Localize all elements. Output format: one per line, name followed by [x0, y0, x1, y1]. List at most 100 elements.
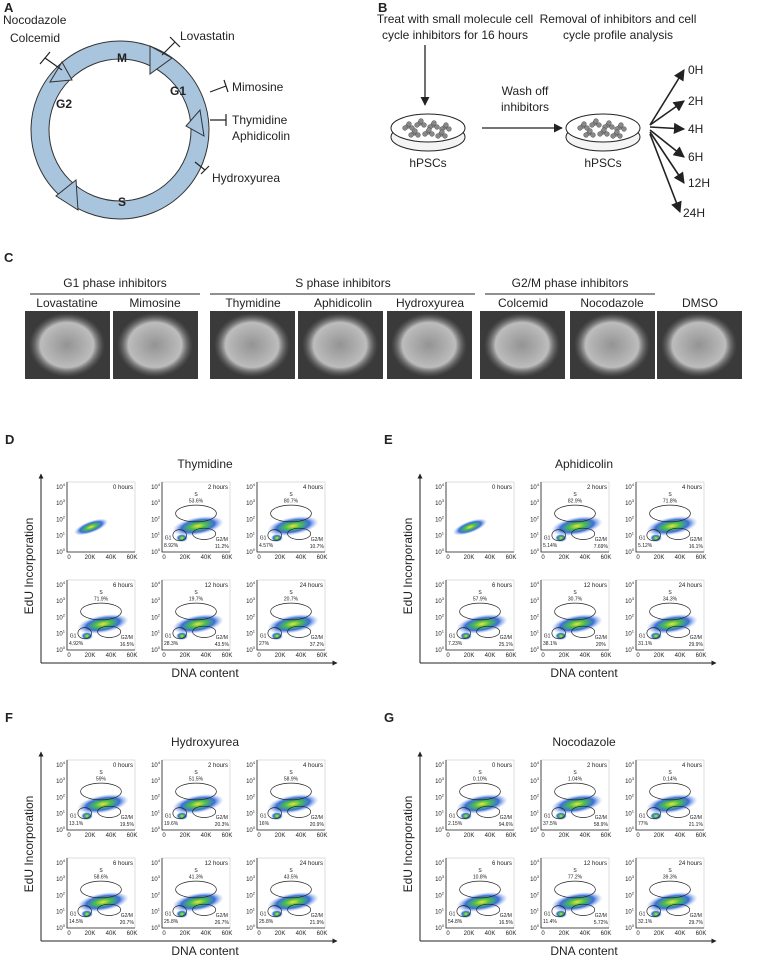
y-tick-label: 103 [530, 596, 540, 605]
drug-label: Hydroxyurea [396, 296, 464, 310]
cell-cloud [646, 614, 698, 634]
tick-exponent: 2 [632, 792, 635, 797]
gate-name: G1 [165, 813, 172, 819]
colony [484, 313, 560, 377]
time-label: 4 hours [303, 763, 323, 769]
inhibitor-label: Nocodazole [3, 13, 67, 27]
y-tick-label: 101 [530, 629, 540, 638]
gate-value: 77% [638, 821, 649, 827]
cell [610, 133, 616, 139]
y-tick-label: 100 [625, 547, 635, 556]
time-label: 4 hours [682, 763, 702, 769]
gate [649, 602, 691, 621]
y-tick-label: 101 [246, 531, 256, 540]
gate-name: G2/M [595, 537, 607, 543]
gate [80, 602, 122, 621]
y-tick-label: 102 [151, 890, 161, 899]
tick-exponent: 1 [537, 531, 540, 536]
tick-base: 10 [530, 485, 537, 491]
tick-exponent: 3 [253, 498, 256, 503]
plot-axes [66, 858, 135, 929]
cell [596, 122, 602, 128]
cell-cloud [555, 534, 567, 542]
y-tick-label: 100 [56, 547, 66, 556]
gate-value: 57.9% [473, 596, 488, 602]
plot-frame [635, 857, 705, 929]
y-tick-label: 100 [625, 825, 635, 834]
phase-label: G1 [170, 84, 186, 98]
tick-base: 10 [56, 779, 63, 785]
gate [554, 602, 596, 621]
x-tick-label: 20K [464, 653, 475, 659]
gate-name: G2/M [500, 635, 512, 641]
cell [601, 127, 607, 133]
gate-name: S [99, 770, 103, 776]
y-tick-label: 104 [151, 760, 161, 769]
gate [646, 807, 661, 820]
tick-base: 10 [246, 910, 253, 916]
y-tick-label: 100 [56, 923, 66, 932]
x-tick-label: 40K [201, 833, 212, 839]
cell-cloud [81, 812, 93, 820]
x-tick-label: 0 [67, 931, 71, 937]
tick-base: 10 [435, 910, 442, 916]
gate-name: G2/M [121, 913, 133, 919]
x-tick-label: 40K [675, 555, 686, 561]
y-tick-label: 103 [56, 776, 66, 785]
workflow-diagram [420, 45, 686, 214]
gate-name: S [478, 770, 482, 776]
gate-name: G2/M [216, 913, 228, 919]
gate [459, 602, 501, 621]
tick-exponent: 3 [537, 498, 540, 503]
y-tick-label: 101 [151, 629, 161, 638]
cell-cloud [650, 534, 662, 542]
gate-value: 43.5% [215, 642, 230, 648]
colony [302, 313, 378, 377]
tick-base: 10 [530, 877, 537, 883]
gate-name: G2/M [690, 815, 702, 821]
plot-frame [540, 857, 610, 929]
gate-value: 5.72% [594, 920, 609, 926]
gate-name: G2/M [595, 635, 607, 641]
plot-axes [161, 482, 230, 553]
plot-frame [161, 857, 231, 929]
y-tick-label: 104 [530, 858, 540, 867]
tick-base: 10 [56, 812, 63, 818]
time-label: 0 hours [492, 485, 512, 491]
gate [554, 880, 596, 899]
cells-label: hPSCs [409, 156, 446, 170]
x-tick-label: 0 [257, 931, 261, 937]
gate-value: 51.5% [189, 776, 204, 782]
tick-exponent: 4 [442, 580, 445, 585]
y-axis-label: EdU Incorporation [22, 518, 36, 615]
plot-frame [66, 857, 136, 929]
time-label: 12 hours [584, 861, 607, 867]
tick-base: 10 [56, 828, 63, 834]
colony [29, 313, 105, 377]
x-tick-label: 40K [201, 931, 212, 937]
x-tick-label: 20K [654, 653, 665, 659]
tick-exponent: 0 [253, 547, 256, 552]
tick-exponent: 4 [537, 858, 540, 863]
tick-exponent: 0 [632, 923, 635, 928]
gate-name: G1 [449, 813, 456, 819]
tick-base: 10 [246, 534, 253, 540]
tick-exponent: 3 [632, 776, 635, 781]
y-tick-label: 104 [530, 482, 540, 491]
y-tick-label: 102 [625, 612, 635, 621]
gate [551, 807, 566, 820]
y-tick-label: 103 [246, 498, 256, 507]
tick-exponent: 2 [158, 514, 161, 519]
y-tick-label: 104 [56, 482, 66, 491]
y-tick-label: 103 [625, 498, 635, 507]
panel-title: Hydroxyurea [171, 735, 239, 749]
cell-cloud [81, 910, 93, 918]
tick-exponent: 0 [253, 923, 256, 928]
tick-exponent: 4 [537, 482, 540, 487]
cell [421, 122, 427, 128]
tick-exponent: 4 [632, 580, 635, 585]
plot-axes [256, 482, 325, 553]
